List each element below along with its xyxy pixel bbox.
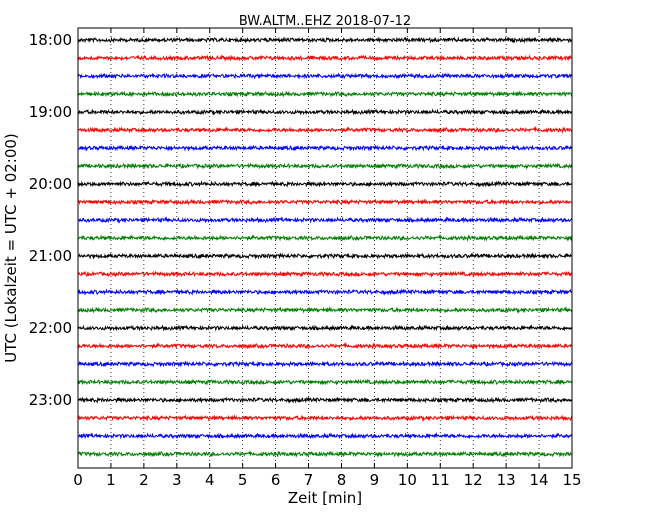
x-tick-label: 3 <box>172 471 182 489</box>
x-tick-label: 15 <box>562 471 581 489</box>
trace-2345 <box>77 450 573 458</box>
x-tick-label: 7 <box>304 471 314 489</box>
y-tick-label: 19:00 <box>29 103 72 121</box>
trace-1930 <box>77 144 573 152</box>
x-tick-label: 14 <box>530 471 549 489</box>
trace-1815 <box>77 54 573 62</box>
trace-1945 <box>77 162 573 170</box>
trace-2030 <box>77 216 573 224</box>
trace-2015 <box>77 198 573 206</box>
trace-2115 <box>77 270 572 278</box>
trace-2200 <box>77 324 573 332</box>
trace-2145 <box>77 306 573 314</box>
x-axis-label: Zeit [min] <box>288 489 362 507</box>
chart-title: BW.ALTM..EHZ 2018-07-12 <box>239 14 411 29</box>
x-tick-label: 2 <box>139 471 149 489</box>
trace-2215 <box>77 341 573 350</box>
y-axis-label: UTC (Lokalzeit = UTC + 02:00) <box>2 133 20 363</box>
y-tick-label: 18:00 <box>29 31 72 49</box>
trace-2230 <box>78 360 573 368</box>
x-axis-ticks: 0 1 2 3 4 5 6 7 8 9 10 11 12 13 14 15 <box>73 28 582 489</box>
y-axis-ticks: 18:00 19:00 20:00 21:00 22:00 23:00 <box>29 31 572 409</box>
y-tick-label: 22:00 <box>29 319 72 337</box>
y-tick-label: 23:00 <box>29 391 72 409</box>
trace-2000 <box>77 180 573 188</box>
y-tick-label: 20:00 <box>29 175 72 193</box>
trace-2330 <box>77 432 573 440</box>
trace-1830 <box>77 72 573 80</box>
x-tick-label: 0 <box>73 471 83 489</box>
seismic-traces <box>77 36 573 458</box>
trace-2100 <box>77 252 573 260</box>
trace-1800 <box>77 36 573 44</box>
x-tick-label: 13 <box>497 471 516 489</box>
trace-1900 <box>77 108 573 116</box>
x-tick-label: 8 <box>337 471 347 489</box>
x-tick-label: 1 <box>106 471 116 489</box>
x-tick-label: 9 <box>370 471 380 489</box>
x-tick-label: 5 <box>238 471 248 489</box>
x-tick-label: 12 <box>464 471 483 489</box>
trace-1915 <box>77 125 573 134</box>
x-tick-label: 4 <box>205 471 215 489</box>
trace-2300 <box>77 396 573 404</box>
trace-1845 <box>77 90 573 98</box>
x-tick-label: 10 <box>398 471 417 489</box>
trace-2315 <box>77 414 573 422</box>
y-tick-label: 21:00 <box>29 247 72 265</box>
grid-lines <box>110 28 540 468</box>
trace-2245 <box>77 378 573 386</box>
x-tick-label: 11 <box>431 471 450 489</box>
trace-2045 <box>77 234 573 242</box>
trace-2130 <box>77 288 573 296</box>
x-tick-label: 6 <box>271 471 281 489</box>
plot-frame <box>77 27 573 469</box>
